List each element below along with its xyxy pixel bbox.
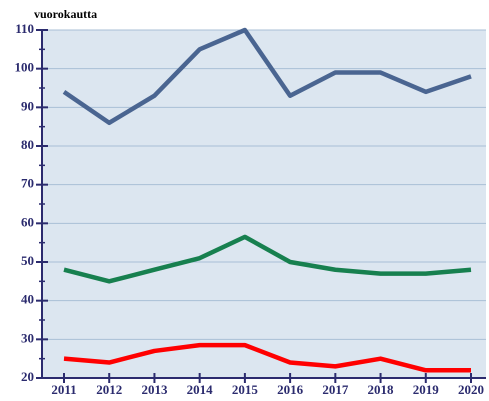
x-tick-label: 2018 <box>368 382 395 397</box>
x-tick-label: 2020 <box>458 382 484 397</box>
x-tick-label: 2013 <box>141 382 168 397</box>
x-tick-label: 2012 <box>96 382 122 397</box>
y-tick-label: 70 <box>21 176 34 191</box>
x-tick-label: 2019 <box>413 382 440 397</box>
x-tick-label: 2011 <box>51 382 76 397</box>
y-tick-label: 90 <box>21 98 34 113</box>
y-tick-label: 60 <box>21 214 34 229</box>
y-tick-label: 80 <box>21 137 34 152</box>
line <box>63 234 472 284</box>
y-tick-label: 50 <box>21 253 34 268</box>
x-tick-label: 2015 <box>232 382 259 397</box>
x-tick-label: 2014 <box>187 382 214 397</box>
x-tick-label: 2017 <box>322 382 349 397</box>
y-tick-label: 40 <box>21 292 34 307</box>
line <box>62 27 472 126</box>
line <box>63 342 471 373</box>
y-tick-label: 100 <box>15 60 35 75</box>
x-tick-label: 2016 <box>277 382 304 397</box>
y-axis-label: vuorokautta <box>34 7 97 21</box>
plot-area <box>42 30 486 378</box>
y-tick-label: 30 <box>21 330 34 345</box>
y-tick-label: 110 <box>15 21 34 36</box>
y-tick-label: 20 <box>21 369 34 384</box>
